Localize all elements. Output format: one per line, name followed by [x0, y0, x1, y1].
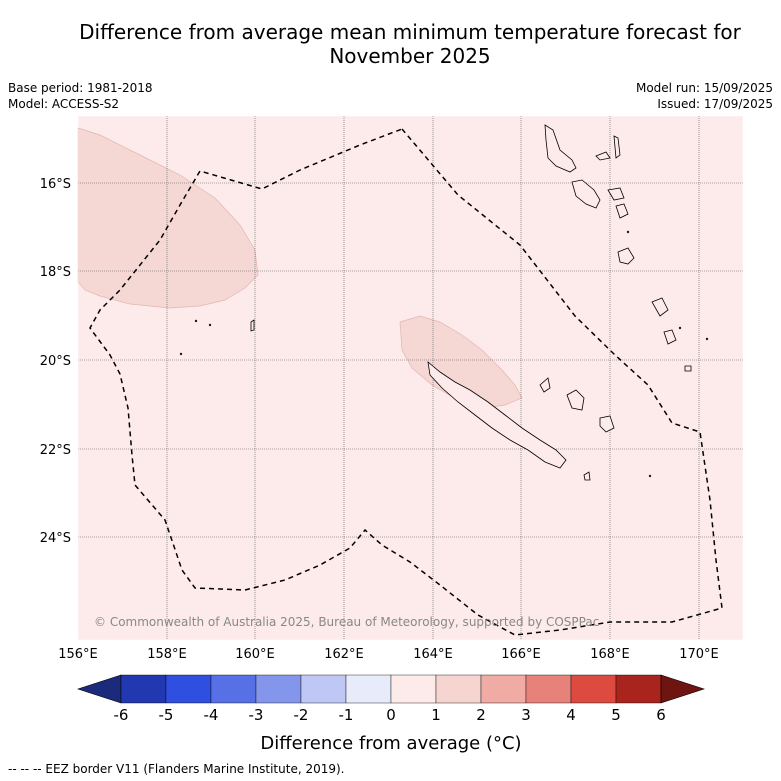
colorbar-tick-label: 2: [476, 706, 486, 724]
colorbar-tick-label: 4: [566, 706, 576, 724]
model-run: Model run: 15/09/2025: [635, 81, 773, 95]
eez-border: [89, 128, 723, 636]
title-line-1: Difference from average mean minimum tem…: [79, 20, 741, 44]
map-figure: © Commonwealth of Australia 2025, Bureau…: [40, 115, 744, 754]
copyright-text: © Commonwealth of Australia 2025, Bureau…: [94, 615, 599, 629]
island-loyalty-3: [539, 377, 551, 393]
meta-right: Model run: 15/09/2025 Issued: 17/09/2025: [636, 80, 773, 112]
lat-tick-labels: 16°S 18°S 20°S 22°S 24°S: [40, 177, 71, 546]
coastlines: [179, 124, 709, 481]
lat-label-18s: 18°S: [40, 265, 71, 280]
colorbar-tick-label: -1: [339, 706, 354, 724]
colorbar-tick-label: 0: [386, 706, 396, 724]
lon-label-168e: 168°E: [590, 647, 630, 662]
colorbar-tick-label: -3: [249, 706, 264, 724]
lat-label-22s: 22°S: [40, 443, 71, 458]
island-vanuatu-9: [663, 329, 677, 345]
anomaly-region-central: [399, 315, 523, 409]
anomaly-region-west: [77, 127, 259, 309]
colorbar-bin: [570, 674, 617, 704]
island-vanuatu-8: [651, 297, 669, 317]
island-vanuatu-7: [617, 247, 635, 265]
lat-label-24s: 24°S: [40, 531, 71, 546]
island-vanuatu-5: [607, 187, 625, 201]
colorbar-tick-label: -5: [159, 706, 174, 724]
colorbar-tick-labels: -6 -5 -4 -3 -2 -1 0 1 2 3 4 5 6: [114, 706, 666, 724]
island-vanuatu-3: [595, 151, 611, 161]
lon-label-164e: 164°E: [413, 647, 453, 662]
colorbar-bin: [480, 674, 527, 704]
meta-left: Base period: 1981-2018 Model: ACCESS-S2: [8, 80, 153, 112]
island-vanuatu-6: [615, 203, 629, 219]
base-period: Base period: 1981-2018: [8, 81, 153, 95]
lon-tick-labels: 156°E 158°E 160°E 162°E 164°E 166°E 168°…: [58, 647, 719, 662]
island-vanuatu-2: [613, 135, 621, 159]
lon-label-158e: 158°E: [147, 647, 187, 662]
islet-3: [179, 352, 183, 356]
colorbar-bin: [165, 674, 212, 704]
island-south: [583, 471, 591, 481]
title-line-2: November 2025: [329, 44, 491, 68]
lat-label-16s: 16°S: [40, 177, 71, 192]
colorbar-tick-label: -2: [294, 706, 309, 724]
island-vanuatu-1: [544, 124, 577, 173]
colorbar-title: Difference from average (°C): [260, 733, 521, 754]
colorbar-bin: [435, 674, 482, 704]
island-small-2: [250, 319, 255, 332]
island-loyalty-2: [599, 415, 615, 433]
colorbar-bin: [615, 674, 662, 704]
lon-label-162e: 162°E: [324, 647, 364, 662]
island-small-1: [684, 365, 692, 372]
lon-label-166e: 166°E: [501, 647, 541, 662]
islet-5: [678, 326, 682, 330]
colorbar-tick-label: -4: [204, 706, 219, 724]
islet-6: [705, 337, 709, 341]
colorbar-tick-label: 3: [521, 706, 531, 724]
island-vanuatu-4: [571, 179, 601, 209]
islet-1: [194, 319, 198, 323]
model-name: Model: ACCESS-S2: [8, 97, 120, 111]
colorbar: [77, 674, 705, 704]
colorbar-bin: [210, 674, 257, 704]
lon-label-170e: 170°E: [679, 647, 719, 662]
colorbar-tick-label: 5: [611, 706, 621, 724]
colorbar-extend-low: [77, 674, 122, 704]
issued-date: Issued: 17/09/2025: [657, 97, 773, 111]
colorbar-bin: [525, 674, 572, 704]
map-title: Difference from average mean minimum tem…: [40, 20, 780, 68]
map-frame: [77, 115, 744, 641]
colorbar-bin: [120, 674, 167, 704]
island-new-caledonia: [427, 361, 567, 469]
eez-footnote: -- -- -- EEZ border V11 (Flanders Marine…: [8, 762, 345, 776]
lat-label-20s: 20°S: [40, 354, 71, 369]
colorbar-tick-label: 1: [431, 706, 441, 724]
islet-7: [626, 230, 630, 234]
colorbar-tick-label: 6: [656, 706, 666, 724]
lon-label-156e: 156°E: [58, 647, 98, 662]
colorbar-bin: [390, 674, 437, 704]
colorbar-bin: [300, 674, 347, 704]
grid-lines: [78, 116, 743, 640]
islet-4: [648, 474, 652, 478]
colorbar-bin: [255, 674, 302, 704]
colorbar-bin: [345, 674, 392, 704]
islet-2: [208, 323, 212, 327]
colorbar-tick-label: -6: [114, 706, 129, 724]
island-loyalty-1: [566, 389, 585, 411]
lon-label-160e: 160°E: [235, 647, 275, 662]
colorbar-extend-high: [660, 674, 705, 704]
